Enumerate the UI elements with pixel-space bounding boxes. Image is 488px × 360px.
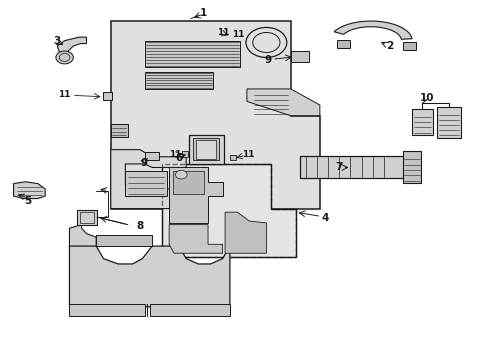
Polygon shape	[125, 171, 166, 196]
Text: 11: 11	[216, 28, 229, 37]
Text: 6: 6	[175, 153, 182, 163]
Polygon shape	[411, 109, 432, 135]
Polygon shape	[69, 246, 229, 307]
Text: 3: 3	[54, 36, 61, 46]
Polygon shape	[69, 225, 96, 248]
Polygon shape	[144, 152, 159, 160]
Polygon shape	[196, 140, 216, 158]
Text: 11: 11	[242, 150, 254, 159]
Polygon shape	[162, 164, 295, 257]
Polygon shape	[188, 135, 223, 164]
Text: 7: 7	[335, 162, 342, 172]
Text: 8: 8	[136, 221, 143, 231]
Polygon shape	[246, 89, 319, 116]
Text: 10: 10	[419, 93, 433, 103]
Text: 1: 1	[199, 8, 206, 18]
Polygon shape	[69, 304, 144, 316]
Polygon shape	[111, 123, 127, 137]
Polygon shape	[77, 210, 97, 225]
Text: 9: 9	[141, 158, 147, 168]
Polygon shape	[57, 37, 86, 56]
Text: 5: 5	[24, 196, 32, 206]
Text: 11: 11	[169, 150, 182, 159]
Text: 4: 4	[321, 212, 328, 222]
Polygon shape	[172, 171, 203, 194]
Polygon shape	[336, 40, 350, 48]
Text: 9: 9	[264, 55, 271, 65]
Polygon shape	[144, 41, 239, 67]
Polygon shape	[96, 235, 152, 246]
Circle shape	[175, 170, 187, 179]
Text: 2: 2	[385, 41, 392, 51]
Polygon shape	[14, 182, 45, 199]
Polygon shape	[103, 92, 112, 100]
Polygon shape	[402, 152, 420, 183]
Polygon shape	[193, 138, 218, 160]
Polygon shape	[402, 42, 415, 50]
Polygon shape	[149, 304, 229, 316]
Polygon shape	[182, 152, 187, 157]
Polygon shape	[333, 21, 411, 39]
Circle shape	[56, 51, 73, 64]
Polygon shape	[169, 167, 222, 223]
Polygon shape	[111, 150, 186, 208]
Text: 11: 11	[58, 90, 71, 99]
Polygon shape	[300, 156, 404, 178]
Polygon shape	[144, 72, 212, 89]
Polygon shape	[436, 108, 460, 138]
Polygon shape	[111, 21, 319, 208]
Polygon shape	[229, 155, 235, 160]
Polygon shape	[224, 212, 266, 253]
Polygon shape	[169, 225, 222, 253]
Text: 11: 11	[232, 30, 244, 39]
Polygon shape	[290, 51, 308, 62]
